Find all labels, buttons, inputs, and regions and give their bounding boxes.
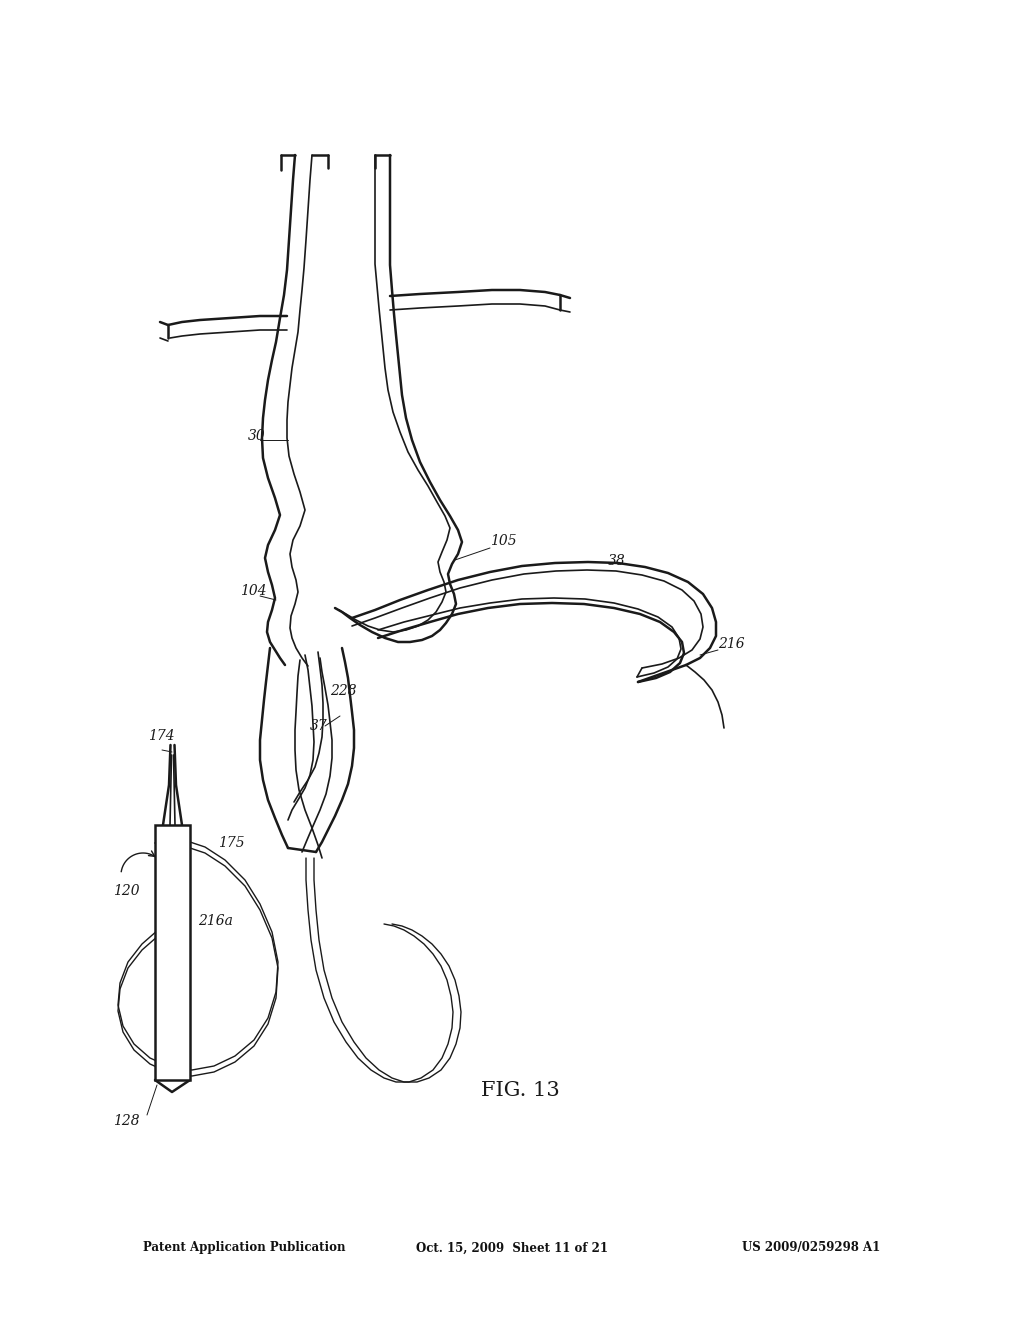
Text: 120: 120 bbox=[113, 884, 139, 898]
Text: 105: 105 bbox=[490, 535, 517, 548]
Text: FIG. 13: FIG. 13 bbox=[480, 1081, 559, 1100]
Text: 216: 216 bbox=[718, 638, 744, 651]
Text: 175: 175 bbox=[218, 836, 245, 850]
Text: 216a: 216a bbox=[198, 913, 232, 928]
Polygon shape bbox=[155, 825, 190, 1080]
Text: Oct. 15, 2009  Sheet 11 of 21: Oct. 15, 2009 Sheet 11 of 21 bbox=[416, 1241, 608, 1254]
Text: 37: 37 bbox=[310, 719, 328, 733]
Text: 228: 228 bbox=[330, 684, 356, 698]
Text: 174: 174 bbox=[148, 729, 175, 743]
Text: US 2009/0259298 A1: US 2009/0259298 A1 bbox=[742, 1241, 881, 1254]
Text: 30: 30 bbox=[248, 429, 266, 444]
Text: 38: 38 bbox=[608, 554, 626, 568]
Text: 104: 104 bbox=[240, 583, 266, 598]
Text: 128: 128 bbox=[113, 1114, 139, 1129]
Text: Patent Application Publication: Patent Application Publication bbox=[143, 1241, 346, 1254]
